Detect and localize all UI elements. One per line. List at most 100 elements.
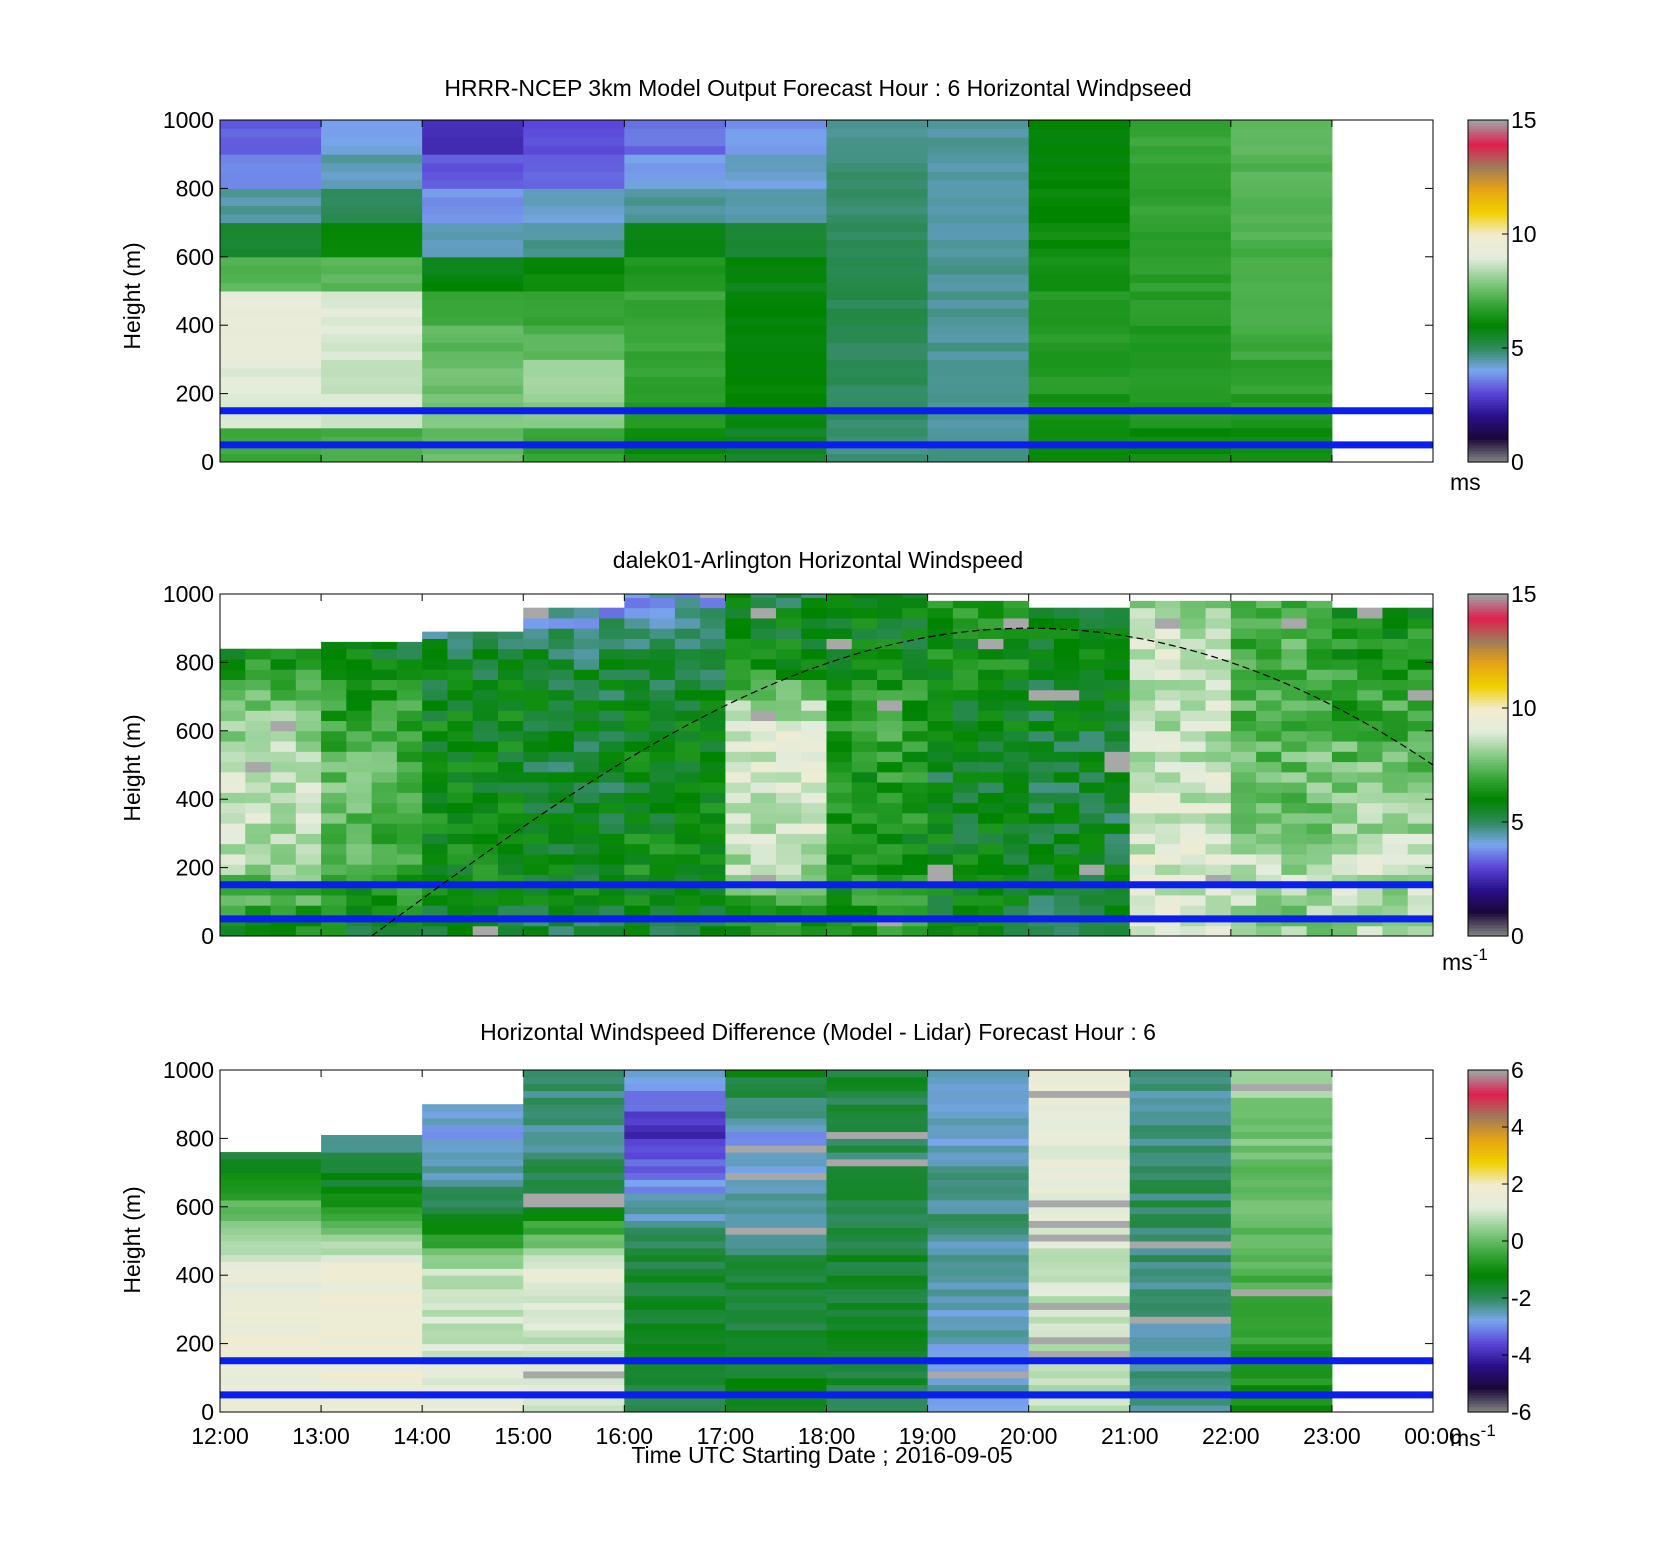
heatmap-cell bbox=[902, 741, 929, 752]
heatmap-cell bbox=[523, 843, 550, 855]
heatmap-cell bbox=[1357, 607, 1383, 619]
heatmap-cell bbox=[952, 792, 979, 804]
heatmap-cell bbox=[422, 812, 448, 824]
colorbar-segment bbox=[1468, 1124, 1508, 1128]
heatmap-cell bbox=[422, 1377, 524, 1386]
heatmap-cell bbox=[422, 1275, 524, 1283]
heatmap-cell bbox=[321, 1316, 423, 1324]
heatmap-cell bbox=[472, 833, 499, 845]
heatmap-cell bbox=[573, 853, 600, 865]
heatmap-cell bbox=[649, 884, 676, 896]
heatmap-cell bbox=[422, 1268, 524, 1276]
heatmap-cell bbox=[422, 1117, 524, 1126]
heatmap-cell bbox=[902, 771, 929, 783]
heatmap-cell bbox=[927, 385, 1030, 395]
heatmap-cell bbox=[321, 771, 347, 783]
colorbar-segment bbox=[1468, 444, 1508, 449]
heatmap-cell bbox=[1230, 393, 1333, 403]
heatmap-cell bbox=[523, 1199, 625, 1208]
heatmap-cell bbox=[1003, 669, 1030, 680]
colorbar-tick-label: 6 bbox=[1511, 1057, 1524, 1083]
heatmap-cell bbox=[1230, 700, 1257, 711]
heatmap-cell bbox=[725, 761, 752, 773]
heatmap-cell bbox=[1230, 316, 1333, 326]
colorbar-segment bbox=[1468, 816, 1508, 820]
heatmap-cell bbox=[548, 607, 575, 619]
heatmap-cell bbox=[321, 884, 347, 896]
heatmap-cell bbox=[927, 1165, 1030, 1174]
heatmap-cell bbox=[472, 658, 499, 670]
heatmap-cell bbox=[775, 638, 802, 650]
heatmap-cell bbox=[1129, 171, 1232, 181]
heatmap-cell bbox=[927, 1076, 1030, 1085]
heatmap-cell bbox=[497, 843, 524, 855]
heatmap-cell bbox=[775, 597, 802, 609]
heatmap-cell bbox=[1256, 771, 1282, 783]
heatmap-cell bbox=[321, 1405, 423, 1413]
heatmap-cell bbox=[321, 853, 347, 865]
heatmap-cell bbox=[1028, 1288, 1131, 1297]
heatmap-cell bbox=[295, 761, 322, 773]
heatmap-cell bbox=[826, 1309, 929, 1317]
heatmap-cell bbox=[801, 700, 827, 711]
heatmap-cell bbox=[1230, 1336, 1333, 1345]
heatmap-cell bbox=[775, 594, 802, 598]
colorbar-segment bbox=[1468, 1317, 1508, 1322]
heatmap-cell bbox=[1230, 1405, 1333, 1413]
colorbar-segment bbox=[1468, 827, 1508, 832]
colorbar-segment bbox=[1468, 350, 1508, 355]
heatmap-cell bbox=[826, 171, 929, 181]
colorbar-segment bbox=[1468, 782, 1508, 786]
heatmap-cell bbox=[220, 700, 246, 711]
heatmap-cell bbox=[877, 720, 903, 732]
heatmap-cell bbox=[1205, 925, 1232, 937]
heatmap-cell bbox=[826, 700, 853, 711]
heatmap-cell bbox=[851, 894, 878, 906]
heatmap-cell bbox=[497, 833, 524, 845]
heatmap-cell bbox=[1357, 812, 1383, 824]
heatmap-cell bbox=[775, 812, 802, 824]
heatmap-cell bbox=[599, 628, 625, 639]
heatmap-cell bbox=[877, 700, 903, 711]
heatmap-cell bbox=[750, 823, 777, 834]
heatmap-cell bbox=[1357, 648, 1383, 660]
heatmap-cell bbox=[1053, 658, 1080, 670]
heatmap-cell bbox=[1230, 1220, 1333, 1228]
heatmap-cell bbox=[826, 1275, 929, 1283]
heatmap-cell bbox=[321, 1247, 423, 1256]
heatmap-cell bbox=[220, 1329, 322, 1338]
heatmap-cell bbox=[220, 1405, 322, 1413]
heatmap-cell bbox=[1180, 741, 1207, 752]
colorbar-segment bbox=[1468, 1372, 1508, 1376]
heatmap-cell bbox=[1180, 894, 1207, 906]
heatmap-cell bbox=[321, 265, 423, 275]
heatmap-cell bbox=[497, 792, 524, 804]
heatmap-cell bbox=[245, 771, 272, 783]
heatmap-cell bbox=[573, 823, 600, 834]
heatmap-cell bbox=[1079, 741, 1105, 752]
heatmap-cell bbox=[750, 761, 777, 773]
colorbar-segment bbox=[1468, 833, 1508, 837]
heatmap-cell bbox=[902, 607, 929, 619]
colorbar-segment bbox=[1468, 385, 1508, 389]
heatmap-cell bbox=[1407, 669, 1434, 680]
heatmap-cell bbox=[1028, 385, 1131, 395]
heatmap-cell bbox=[1129, 367, 1232, 377]
heatmap-cell bbox=[523, 833, 550, 845]
heatmap-cell bbox=[1129, 1076, 1232, 1085]
heatmap-cell bbox=[1129, 444, 1232, 454]
heatmap-cell bbox=[371, 741, 398, 752]
heatmap-cell bbox=[1281, 648, 1308, 660]
heatmap-cell bbox=[978, 833, 1004, 845]
heatmap-cell bbox=[775, 720, 802, 732]
heatmap-cell bbox=[1003, 843, 1030, 855]
heatmap-cell bbox=[1028, 638, 1055, 650]
heatmap-cell bbox=[1155, 689, 1181, 701]
heatmap-cell bbox=[1003, 884, 1030, 896]
heatmap-cell bbox=[927, 128, 1030, 138]
heatmap-cell bbox=[1180, 864, 1207, 875]
heatmap-cell bbox=[1155, 874, 1181, 886]
colorbar-segment bbox=[1468, 1218, 1508, 1222]
heatmap-cell bbox=[321, 402, 423, 412]
